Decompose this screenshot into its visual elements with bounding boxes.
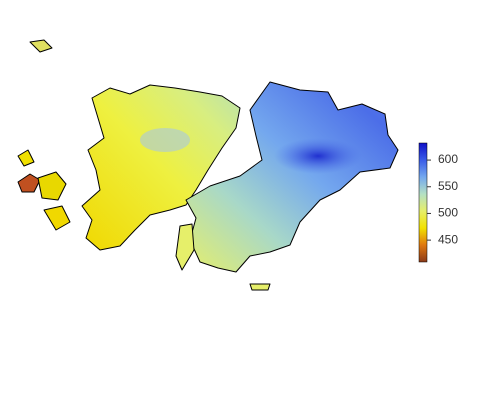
- tick-label: 500: [438, 206, 458, 220]
- highland: [274, 138, 362, 174]
- island: [17, 149, 35, 167]
- island: [17, 173, 41, 193]
- west-falkland: [81, 84, 241, 251]
- east-falkland: [185, 81, 399, 273]
- colorbar: [418, 142, 428, 263]
- highland: [140, 128, 190, 152]
- islands: [17, 39, 399, 291]
- island: [37, 171, 67, 201]
- tick-label: 550: [438, 179, 458, 193]
- tick-label: 600: [438, 152, 458, 166]
- island: [43, 205, 71, 231]
- island: [175, 223, 195, 271]
- island: [249, 283, 271, 291]
- island: [29, 39, 53, 53]
- tick-label: 450: [438, 232, 458, 246]
